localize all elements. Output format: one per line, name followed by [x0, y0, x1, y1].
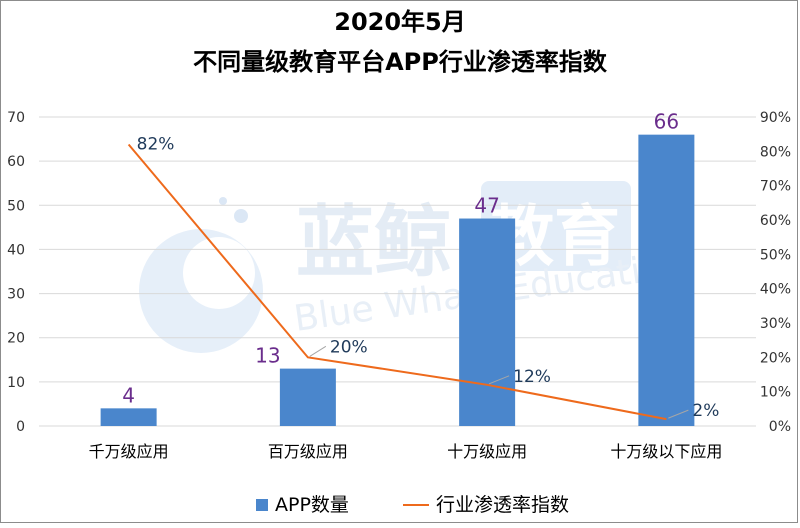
y-left-tick-label: 60	[7, 154, 25, 170]
bar	[638, 134, 695, 426]
series-line	[127, 143, 667, 421]
legend-label-bar: APP数量	[275, 494, 349, 516]
line-value-label: 12%	[513, 367, 551, 387]
y-left-tick-label: 30	[7, 287, 25, 303]
y-right-tick-label: 70%	[760, 179, 791, 195]
x-category-label: 十万级应用	[447, 442, 527, 461]
x-category-label: 千万级应用	[89, 442, 169, 461]
y-right-tick-label: 10%	[760, 385, 791, 401]
chart-title-line-2: 不同量级教育平台APP行业渗透率指数	[193, 48, 608, 76]
data-label-leader	[668, 409, 689, 419]
bar-value-label: 13	[255, 344, 280, 368]
gridlines	[39, 116, 756, 427]
bar-value-label: 4	[122, 383, 135, 407]
y-right-tick-label: 20%	[760, 350, 791, 366]
x-axis: 千万级应用 百万级应用 十万级应用 十万级以下应用	[89, 442, 723, 461]
y-axis-right: 0% 10% 20% 30% 40% 50% 60% 70% 80% 90%	[760, 110, 791, 435]
x-category-label: 十万级以下应用	[610, 442, 722, 461]
y-left-tick-label: 70	[7, 110, 25, 126]
y-right-tick-label: 60%	[760, 213, 791, 229]
bar-value-label: 66	[654, 110, 679, 134]
y-left-tick-label: 50	[7, 198, 25, 214]
bar	[459, 218, 516, 426]
watermark-whale-eye	[183, 237, 255, 309]
bar-series: 4 13 47 66	[100, 110, 695, 426]
chart-title-line-1: 2020年5月	[334, 8, 466, 36]
watermark-badge	[481, 181, 631, 271]
data-label-leader	[309, 345, 327, 357]
line-value-label: 2%	[692, 401, 719, 421]
watermark-logo: 蓝鲸 教育 Blue Whale Education	[139, 181, 688, 353]
y-right-tick-label: 50%	[760, 247, 791, 263]
x-category-label: 百万级应用	[268, 442, 348, 461]
y-right-tick-label: 40%	[760, 282, 791, 298]
y-left-tick-label: 40	[7, 242, 25, 258]
data-label-leader	[488, 375, 510, 385]
y-right-tick-label: 30%	[760, 316, 791, 332]
line-value-label: 82%	[137, 134, 175, 154]
y-right-tick-label: 90%	[760, 110, 791, 126]
line-value-label: 20%	[330, 337, 368, 357]
y-right-tick-label: 0%	[769, 419, 791, 435]
watermark-brand-cn-1: 蓝鲸	[296, 198, 452, 288]
y-left-tick-label: 10	[7, 375, 25, 391]
legend-label-line: 行业渗透率指数	[436, 494, 569, 516]
y-right-tick-label: 80%	[760, 144, 791, 160]
legend-swatch-bar	[256, 499, 268, 511]
y-left-tick-label: 20	[7, 331, 25, 347]
bar	[279, 368, 336, 426]
watermark-drop-icon	[219, 197, 227, 205]
y-axis-left: 0 10 20 30 40 50 60 70	[7, 110, 25, 435]
bar-value-label: 47	[474, 194, 499, 218]
bar	[100, 408, 157, 426]
watermark-drop-icon	[234, 209, 248, 223]
legend: APP数量 行业渗透率指数	[256, 494, 569, 516]
y-left-tick-label: 0	[16, 419, 25, 435]
line-series: 82% 20% 12% 2%	[127, 134, 719, 421]
